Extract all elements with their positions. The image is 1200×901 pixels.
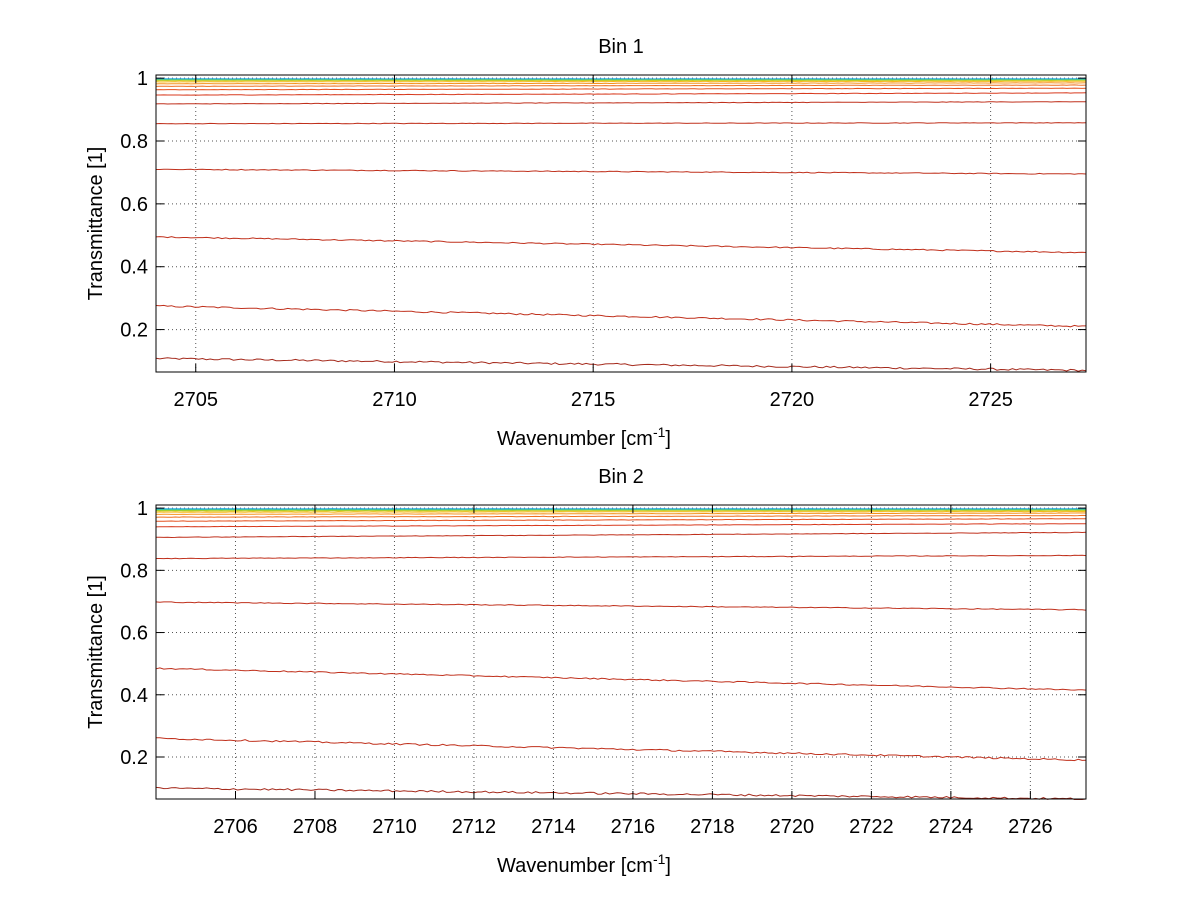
x-tick-label: 2710 [372,389,417,411]
y-tick-label: 0.6 [120,194,148,216]
x-tick-label: 2705 [173,389,218,411]
series-line [155,737,1087,762]
grid-lines [156,75,1086,372]
series-line [155,84,1087,87]
series-line [155,523,1086,528]
series-line [155,514,1087,518]
series-line [155,512,1086,515]
series-line [156,92,1087,96]
x-tick-label: 2708 [293,816,338,838]
x-tick-label: 2725 [968,389,1013,411]
x-tick-label: 2720 [770,816,815,838]
x-axis-label: Wavenumber [cm-1] [497,424,671,450]
x-tick-label: 2714 [531,816,576,838]
series-line [155,509,1087,512]
series-line [155,122,1087,125]
x-tick-label: 2716 [611,816,656,838]
series-line [155,510,1087,513]
x-tick-label: 2715 [571,389,616,411]
ticks: 2706 2708 2710 2712 2714 2716 2718 2720 2722 2724… [120,498,1086,838]
y-axis-label: Transmittance [1] [85,147,107,301]
plot-bin-2: 2706 2708 2710 2712 2714 2716 2718 2720 2722 2724… [85,466,1087,877]
series-line [156,508,1087,511]
series-line [155,82,1087,85]
series-line [156,554,1087,560]
x-tick-label: 2722 [849,816,894,838]
y-tick-label: 1 [137,498,148,520]
y-tick-label: 0.4 [120,257,148,279]
chart-title: Bin 1 [598,36,644,58]
x-tick-label: 2712 [452,816,497,838]
y-tick-label: 0.2 [120,747,148,769]
x-tick-label: 2724 [929,816,974,838]
x-tick-label: 2720 [770,389,815,411]
series-line [155,236,1087,254]
y-tick-label: 0.4 [120,685,148,707]
grid-lines [156,505,1086,799]
series-line [155,357,1087,372]
axes-frame [155,504,1087,800]
series-line [155,786,1087,801]
series-line [155,667,1087,691]
x-tick-label: 2706 [213,816,258,838]
series-line [155,80,1087,83]
series-line [155,79,1086,82]
y-tick-label: 0.6 [120,623,148,645]
y-tick-label: 0.8 [120,560,148,582]
series-line [155,87,1087,91]
y-tick-label: 0.2 [120,320,148,342]
series-lines [155,78,1087,372]
y-axis-label: Transmittance [1] [85,575,107,729]
x-tick-label: 2726 [1008,816,1053,838]
series-line [156,531,1087,539]
series-lines [155,508,1087,801]
series-line [156,168,1087,175]
axes-frame [155,74,1087,373]
x-axis-label: Wavenumber [cm-1] [497,851,671,877]
series-line [155,304,1086,328]
series-line [156,518,1086,522]
series-line [155,601,1087,611]
x-tick-label: 2718 [690,816,735,838]
y-tick-label: 0.8 [120,131,148,153]
chart-title: Bin 2 [598,466,644,488]
y-tick-label: 1 [137,68,148,90]
series-line [155,101,1087,105]
ticks: 2705 2710 2715 2720 2725 0.2 0.4 0.6 0.8 1 [120,68,1086,411]
x-tick-label: 2710 [372,816,417,838]
